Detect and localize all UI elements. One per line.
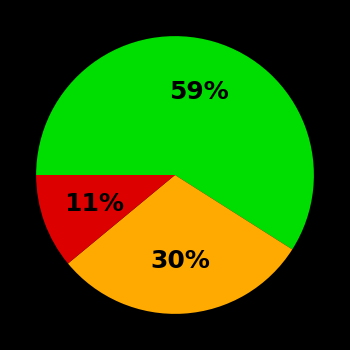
Wedge shape <box>68 175 292 314</box>
Wedge shape <box>36 175 175 264</box>
Wedge shape <box>36 36 314 250</box>
Text: 30%: 30% <box>150 249 210 273</box>
Text: 59%: 59% <box>169 80 229 104</box>
Text: 11%: 11% <box>64 192 124 216</box>
